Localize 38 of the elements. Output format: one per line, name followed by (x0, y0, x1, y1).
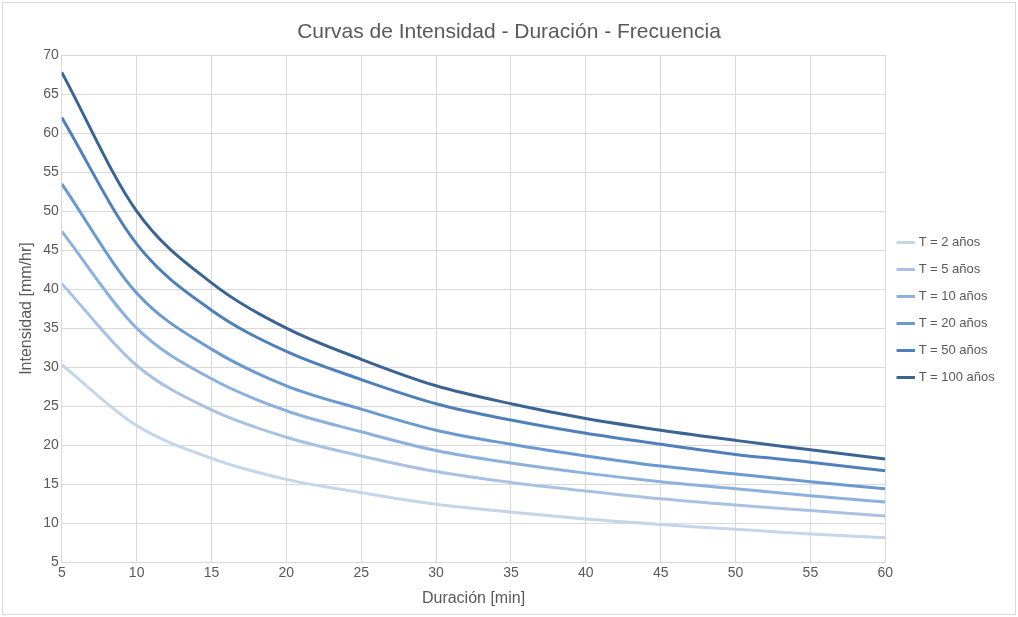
x-tick-label: 15 (203, 564, 220, 581)
line-series (61, 282, 886, 518)
x-tick-label: 25 (353, 564, 370, 581)
x-axis-title: Duración [min] (421, 588, 526, 606)
y-tick-label: 60 (43, 124, 59, 141)
legend-label: T = 50 años (918, 342, 989, 358)
legend-label: T = 5 años (918, 261, 981, 277)
legend-label: T = 20 años (918, 315, 989, 331)
y-tick-label: 10 (43, 513, 59, 530)
x-tick-label: 60 (877, 564, 894, 581)
y-tick-label: 25 (43, 396, 59, 413)
y-tick-label: 30 (43, 357, 59, 374)
x-tick-label: 10 (128, 564, 145, 581)
line-series (61, 229, 886, 504)
y-tick-label: 65 (43, 85, 59, 102)
legend-label: T = 100 años (918, 369, 996, 385)
x-tick-label: 20 (278, 564, 295, 581)
line-series (61, 363, 886, 540)
y-tick-label: 70 (43, 46, 59, 63)
x-tick-label: 55 (802, 564, 819, 581)
y-tick-label: 50 (43, 202, 59, 218)
x-tick-label: 40 (578, 564, 594, 581)
chart-title: Curvas de Intensidad - Duración - Frecuencia (297, 19, 722, 43)
y-tick-label: 15 (43, 474, 59, 491)
y-tick-label: 20 (43, 435, 59, 452)
y-tick-label: 45 (43, 240, 59, 257)
legend-label: T = 10 años (918, 288, 989, 304)
y-tick-label: 40 (43, 279, 59, 296)
legend-label: T = 2 años (918, 234, 981, 250)
y-tick-label: 35 (43, 318, 59, 335)
y-tick-label: 55 (43, 163, 59, 180)
y-axis-title: Intensidad [mm/hr] (17, 242, 35, 375)
y-tick-label: 5 (50, 552, 59, 569)
x-tick-label: 50 (727, 564, 744, 581)
line-series (61, 182, 886, 491)
x-tick-label: 35 (503, 564, 519, 581)
x-tick-label: 45 (652, 564, 669, 581)
x-tick-label: 30 (428, 564, 445, 581)
